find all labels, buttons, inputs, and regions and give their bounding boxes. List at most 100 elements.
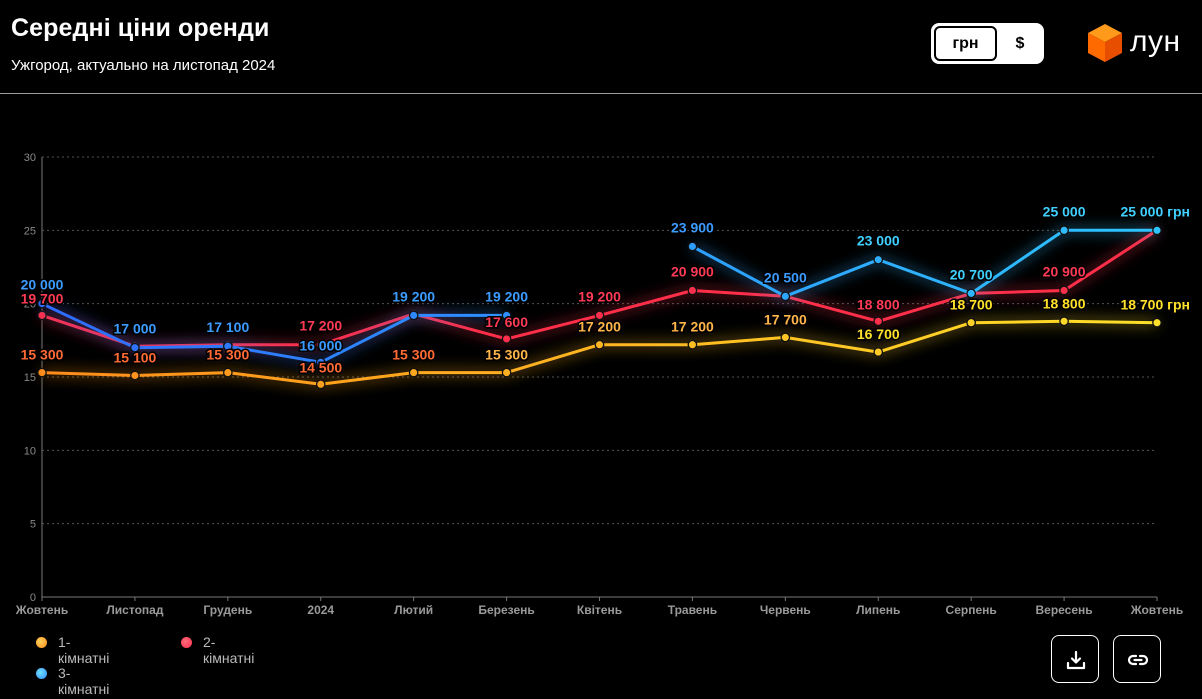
currency-uah-option[interactable]: грн (934, 26, 997, 61)
x-tick-label: Серпень (946, 603, 997, 617)
data-point[interactable] (315, 357, 326, 368)
data-label: 19 700 (21, 290, 64, 306)
y-tick-label: 15 (24, 372, 36, 384)
data-point[interactable] (501, 310, 512, 321)
data-point[interactable] (780, 291, 791, 302)
data-label: 17 200 (671, 319, 714, 335)
data-point[interactable] (37, 310, 47, 321)
data-label: 15 300 (485, 347, 528, 363)
data-label: 18 700 (950, 297, 993, 313)
data-point[interactable] (37, 367, 47, 378)
data-label: 15 300 (21, 347, 64, 363)
data-point[interactable] (873, 347, 884, 357)
y-tick-label: 10 (24, 445, 36, 457)
data-label: 15 100 (114, 350, 157, 366)
data-label: 17 100 (206, 319, 249, 335)
data-point[interactable] (594, 310, 605, 321)
legend-label-3-room: 3-кімнатні (58, 665, 110, 697)
data-label: 20 500 (764, 269, 807, 285)
currency-usd-option[interactable]: $ (1015, 35, 1025, 52)
page-title: Середні ціни оренди (11, 14, 270, 42)
series-lines (37, 225, 1162, 390)
data-label: 16 700 (857, 326, 900, 342)
data-point[interactable] (408, 367, 419, 378)
data-label: 23 000 (857, 233, 900, 249)
data-label: 15 300 (206, 347, 249, 363)
copy-link-button[interactable] (1113, 635, 1161, 683)
data-point[interactable] (1059, 225, 1069, 236)
x-tick-label: Жовтень (15, 603, 68, 617)
data-label: 20 900 (671, 263, 714, 279)
data-point[interactable] (1152, 317, 1162, 328)
data-point[interactable] (687, 285, 698, 296)
y-tick-label: 5 (30, 519, 36, 531)
data-point[interactable] (687, 339, 698, 350)
x-tick-label: Листопад (106, 603, 163, 617)
y-tick-label: 20 (24, 299, 36, 311)
data-point[interactable] (130, 342, 140, 353)
legend-dot-3-room (36, 668, 47, 679)
download-icon (1066, 650, 1086, 670)
data-point[interactable] (37, 298, 47, 309)
x-tick-label: Жовтень (1130, 603, 1183, 617)
data-point[interactable] (501, 367, 512, 378)
brand-logo[interactable]: лун (1086, 22, 1196, 66)
data-point[interactable] (873, 254, 884, 265)
data-point[interactable] (1059, 285, 1069, 296)
data-label: 23 900 (671, 219, 714, 235)
series-line (41, 302, 507, 364)
legend-dot-2-room (181, 637, 192, 648)
data-label: 25 000 грн (1120, 203, 1190, 219)
x-tick-label: Вересень (1035, 603, 1092, 617)
data-label: 17 600 (485, 314, 528, 330)
data-point[interactable] (873, 316, 884, 327)
x-tick-label: Квітень (577, 603, 622, 617)
data-label: 17 700 (764, 311, 807, 327)
data-label: 19 200 (485, 288, 528, 304)
x-tick-label: Червень (760, 603, 811, 617)
data-label: 14 500 (299, 359, 342, 375)
data-label: 25 000 (1043, 203, 1086, 219)
data-point[interactable] (222, 341, 233, 352)
data-label: 18 800 (857, 296, 900, 312)
data-point[interactable] (966, 288, 977, 299)
data-label: 20 900 (1043, 263, 1086, 279)
data-label: 15 300 (392, 347, 435, 363)
data-label: 17 000 (114, 321, 157, 337)
data-label: 16 000 (299, 337, 342, 353)
y-tick-label: 25 (24, 225, 36, 237)
axis-labels: 0 5 10 15 20 25 30 Жовтень Листопад Грудень 2024 Лю… (15, 152, 1183, 617)
download-button[interactable] (1051, 635, 1099, 683)
y-tick-label: 0 (30, 592, 36, 604)
y-tick-label: 30 (24, 152, 36, 164)
data-label: 18 800 (1043, 295, 1086, 311)
data-point[interactable] (966, 317, 977, 328)
data-point[interactable] (315, 379, 326, 390)
grid-lines (41, 156, 1158, 601)
data-label: 19 200 (392, 288, 435, 304)
legend-label-1-room: 1-кімнатні (58, 634, 110, 666)
x-tick-label: Лютий (394, 603, 433, 617)
data-point[interactable] (408, 310, 419, 321)
data-point[interactable] (130, 370, 140, 381)
data-point[interactable] (501, 334, 512, 344)
series-line (691, 228, 1157, 298)
legend-label-2-room: 2-кімнатні (203, 634, 255, 666)
data-point[interactable] (1059, 316, 1069, 327)
legend-dot-1-room (36, 637, 47, 648)
page-subtitle: Ужгород, актуально на листопад 2024 (11, 57, 276, 74)
link-icon (1127, 654, 1149, 666)
data-point[interactable] (594, 339, 605, 350)
data-label: 19 200 (578, 288, 621, 304)
data-point[interactable] (1152, 225, 1162, 236)
currency-toggle: грн $ (931, 23, 1044, 64)
x-tick-label: 2024 (307, 603, 334, 617)
data-label: 17 200 (299, 318, 342, 334)
data-point[interactable] (315, 339, 326, 350)
data-point[interactable] (687, 241, 698, 252)
data-point[interactable] (222, 367, 233, 378)
data-label: 17 200 (578, 319, 621, 335)
data-point[interactable] (780, 332, 791, 343)
data-label: 18 700 грн (1120, 297, 1190, 313)
x-tick-label: Липень (856, 603, 900, 617)
